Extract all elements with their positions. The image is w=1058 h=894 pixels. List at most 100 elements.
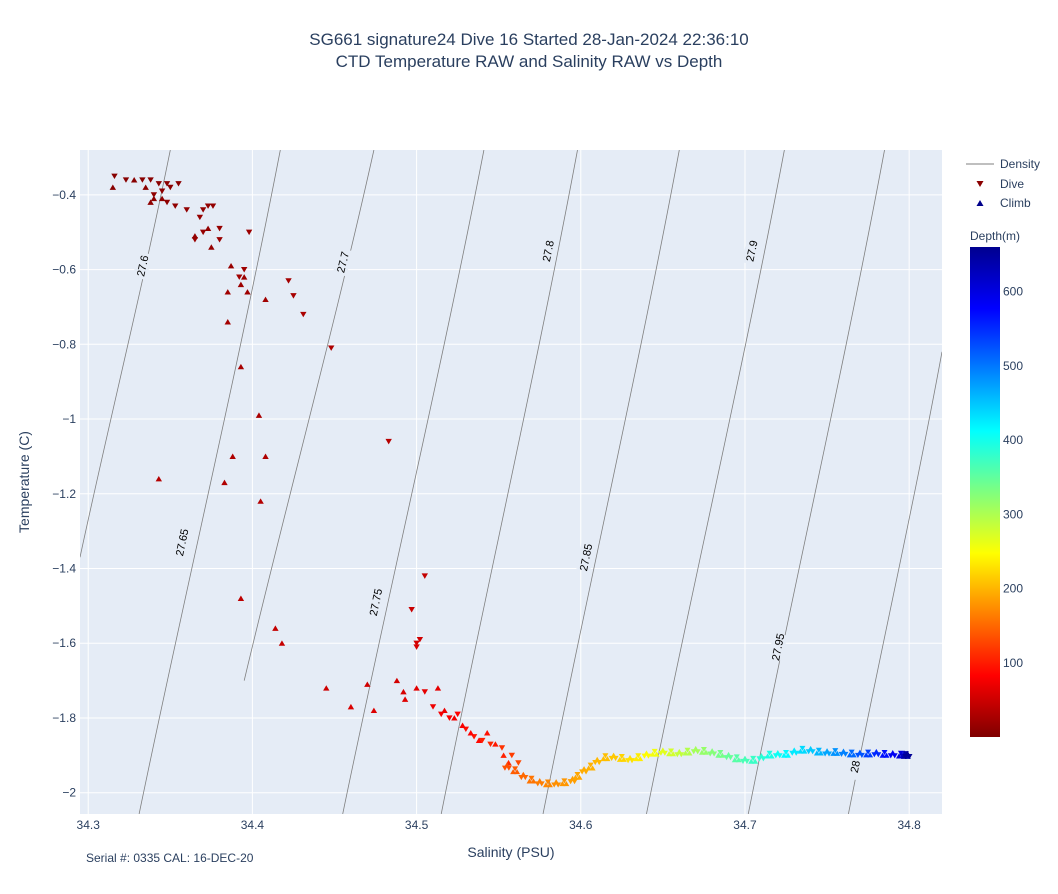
profile-point bbox=[832, 748, 839, 754]
climb-point bbox=[262, 453, 269, 459]
density-contour-line bbox=[747, 150, 885, 814]
profile-point bbox=[731, 757, 738, 763]
profile-point bbox=[850, 752, 857, 758]
profile-point bbox=[698, 749, 705, 755]
climb-point bbox=[451, 715, 458, 721]
profile-point bbox=[682, 750, 689, 756]
profile-point bbox=[528, 775, 535, 781]
profile-point bbox=[589, 765, 596, 771]
climb-point bbox=[150, 195, 158, 202]
climb-point bbox=[237, 363, 245, 370]
profile-point bbox=[719, 752, 726, 758]
climb-point bbox=[158, 195, 166, 202]
profile-point bbox=[830, 750, 837, 756]
profile-point bbox=[571, 779, 578, 785]
legend-item-density[interactable]: Density bbox=[966, 157, 1040, 171]
climb-point bbox=[393, 677, 401, 684]
profile-point bbox=[653, 751, 660, 757]
profile-point bbox=[694, 749, 701, 755]
dive-point bbox=[487, 741, 494, 748]
density-contour-label: 27.65 bbox=[174, 528, 191, 557]
climb-point bbox=[364, 681, 371, 687]
profile-point bbox=[635, 753, 642, 759]
dive-point bbox=[498, 745, 506, 751]
contour-label-bg bbox=[172, 528, 192, 557]
climb-point bbox=[492, 741, 499, 747]
profile-point bbox=[797, 748, 804, 754]
colorbar-tick-label: 500 bbox=[1003, 359, 1023, 373]
profile-point bbox=[799, 745, 806, 751]
colorbar-tick-label: 300 bbox=[1003, 507, 1023, 521]
climb-point bbox=[370, 707, 378, 714]
dive-point bbox=[209, 203, 217, 209]
profile-point bbox=[670, 751, 677, 757]
profile-point bbox=[748, 758, 755, 764]
profile-point bbox=[776, 753, 783, 759]
profile-point bbox=[879, 752, 886, 758]
chart-subtitle: CTD Temperature RAW and Salinity RAW vs … bbox=[335, 52, 723, 71]
contour-label-bg bbox=[742, 236, 762, 266]
colorbar-tick-label: 600 bbox=[1003, 285, 1023, 299]
density-contour-label: 27.6 bbox=[135, 254, 151, 278]
legend-item-climb[interactable]: Climb bbox=[976, 196, 1031, 210]
profile-point bbox=[530, 778, 537, 784]
climb-point bbox=[459, 722, 466, 729]
y-axis-label: Temperature (C) bbox=[16, 431, 32, 533]
density-contour-line bbox=[342, 150, 485, 814]
climb-point bbox=[467, 730, 474, 736]
climb-point bbox=[441, 707, 448, 714]
profile-point bbox=[612, 755, 619, 762]
climb-point bbox=[142, 184, 149, 190]
profile-point bbox=[906, 754, 913, 760]
dive-point bbox=[147, 177, 154, 183]
colorbar-tick-label: 200 bbox=[1003, 582, 1023, 596]
profile-point bbox=[858, 752, 865, 759]
dive-point bbox=[421, 689, 428, 695]
climb-point bbox=[227, 262, 235, 269]
dive-point bbox=[285, 278, 292, 284]
profile-point bbox=[585, 765, 592, 771]
climb-point bbox=[272, 625, 279, 631]
y-tick-label: −0.6 bbox=[52, 263, 76, 277]
profile-point bbox=[587, 762, 594, 768]
colorbar-tick-label: 100 bbox=[1003, 656, 1023, 670]
profile-point bbox=[686, 750, 693, 756]
profile-point bbox=[505, 765, 512, 771]
profile-point bbox=[867, 752, 874, 758]
profile-point bbox=[616, 756, 623, 762]
profile-point bbox=[572, 774, 579, 780]
profile-point bbox=[760, 756, 767, 762]
profile-point bbox=[620, 756, 627, 762]
dive-point bbox=[385, 438, 392, 445]
dive-point bbox=[167, 184, 174, 191]
density-contour-label: 28 bbox=[849, 760, 863, 774]
legend[interactable]: Density Dive Climb bbox=[966, 157, 1040, 210]
legend-item-dive[interactable]: Dive bbox=[976, 177, 1025, 191]
profile-point bbox=[618, 754, 625, 760]
profile-point bbox=[538, 781, 545, 787]
colorbar: Depth(m) 100 200 300 400 500 600 bbox=[970, 229, 1023, 737]
profile-point bbox=[604, 755, 611, 762]
profile-point bbox=[542, 782, 549, 788]
x-tick-label: 34.4 bbox=[241, 818, 265, 832]
profile-point bbox=[764, 753, 771, 759]
profile-point bbox=[784, 752, 791, 758]
climb-point bbox=[475, 737, 483, 743]
x-tick-label: 34.8 bbox=[897, 818, 921, 832]
profile-point bbox=[510, 769, 517, 775]
legend-label-climb: Climb bbox=[1000, 196, 1031, 210]
dive-point bbox=[515, 760, 522, 766]
dive-point bbox=[245, 229, 253, 236]
climb-point bbox=[278, 640, 286, 646]
profile-point bbox=[727, 755, 734, 761]
profile-point bbox=[715, 752, 722, 758]
dive-point bbox=[163, 181, 171, 187]
dive-point bbox=[150, 192, 158, 198]
y-tick-label: −2 bbox=[62, 786, 76, 800]
x-axis-label: Salinity (PSU) bbox=[467, 844, 554, 860]
dive-point bbox=[122, 177, 130, 183]
profile-point bbox=[544, 779, 551, 785]
profile-point bbox=[522, 774, 529, 781]
profile-point bbox=[846, 752, 853, 758]
dive-point bbox=[216, 225, 223, 232]
